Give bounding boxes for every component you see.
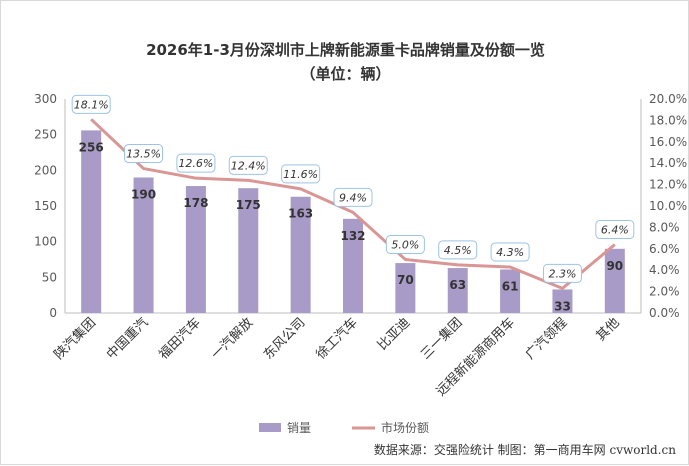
legend-bar-swatch <box>259 423 281 432</box>
chart-subtitle: （单位：辆） <box>300 65 391 83</box>
share-label: 11.6% <box>283 168 318 181</box>
left-axis-tick-label: 250 <box>34 128 57 142</box>
category-label: 福田汽车 <box>156 315 204 363</box>
bar-value-label: 256 <box>79 140 104 154</box>
category-label: 比亚迪 <box>375 315 413 353</box>
bar <box>290 196 311 313</box>
left-axis-tick-label: 100 <box>34 235 57 249</box>
left-axis-tick-label: 200 <box>34 163 57 177</box>
right-axis-tick-label: 14.0% <box>649 156 687 170</box>
share-label: 6.4% <box>601 224 629 237</box>
share-label: 2.3% <box>548 267 576 280</box>
bar-value-label: 90 <box>606 259 623 273</box>
right-axis-tick-label: 6.0% <box>649 242 680 256</box>
category-label: 东风公司 <box>261 315 308 362</box>
bar-value-label: 190 <box>131 187 156 201</box>
right-axis-tick-label: 0.0% <box>649 306 680 320</box>
share-line <box>90 118 616 290</box>
category-label: 广汽领程 <box>523 315 570 362</box>
category-label: 其他 <box>594 315 623 344</box>
legend-line-label: 市场份额 <box>381 420 429 435</box>
right-axis-tick-label: 18.0% <box>649 113 687 127</box>
share-label: 12.6% <box>178 157 213 170</box>
bar-value-label: 178 <box>183 196 208 210</box>
bar <box>238 188 259 313</box>
right-axis-tick-label: 8.0% <box>649 220 680 234</box>
share-label: 12.4% <box>231 159 266 172</box>
bar <box>552 289 573 313</box>
share-label-box <box>333 187 373 207</box>
chart-title: 2026年1-3月份深圳市上牌新能源重卡品牌销量及份额一览 <box>146 41 545 59</box>
share-label-box <box>124 144 164 164</box>
bar <box>133 177 154 313</box>
right-axis-tick-label: 12.0% <box>649 178 687 192</box>
bar-value-label: 33 <box>554 299 571 313</box>
right-axis-tick-label: 10.0% <box>649 199 687 213</box>
bar-value-label: 163 <box>288 207 313 221</box>
share-label: 4.3% <box>496 246 524 259</box>
bar-value-label: 61 <box>502 279 519 293</box>
category-label: 陕汽集团 <box>51 315 99 363</box>
right-axis-tick-label: 4.0% <box>649 263 680 277</box>
bar-value-label: 175 <box>236 198 261 212</box>
share-label-box <box>595 220 635 240</box>
share-label: 4.5% <box>444 244 472 257</box>
data-source: 数据来源：交强险统计 制图：第一商用车网 cvworld.cn <box>373 443 676 457</box>
bar-value-label: 70 <box>397 273 414 287</box>
bar <box>500 269 521 313</box>
bar <box>604 248 625 313</box>
category-label: 徐工汽车 <box>313 315 361 363</box>
share-label-box <box>385 235 425 254</box>
category-label: 中国重汽 <box>103 315 151 363</box>
right-axis-tick-label: 20.0% <box>649 92 687 106</box>
share-label-box <box>228 155 268 175</box>
bar-value-label: 63 <box>449 278 466 292</box>
share-label-box <box>438 240 478 260</box>
share-label: 5.0% <box>391 239 419 252</box>
share-label-box <box>490 242 530 262</box>
right-axis-tick-label: 16.0% <box>649 135 687 149</box>
right-axis-tick-label: 2.0% <box>649 285 680 299</box>
bar <box>343 218 363 313</box>
left-axis-tick-label: 0 <box>49 306 57 320</box>
share-label-box <box>542 263 582 283</box>
legend-bar-label: 销量 <box>287 421 311 435</box>
left-axis-tick-label: 50 <box>42 270 57 284</box>
left-axis-tick-label: 150 <box>34 199 57 213</box>
share-label-box <box>176 153 216 173</box>
bar <box>185 186 206 313</box>
bar <box>395 263 416 313</box>
share-label: 18.1% <box>74 98 109 111</box>
category-label: 三一集团 <box>417 315 465 363</box>
share-label-box <box>71 94 111 114</box>
share-label: 9.4% <box>339 191 367 204</box>
bar <box>81 130 102 313</box>
category-label: 一汽解放 <box>209 315 256 362</box>
bar-value-label: 132 <box>340 229 365 243</box>
bar <box>447 268 468 313</box>
share-label: 13.5% <box>126 148 161 161</box>
share-label-box <box>281 164 321 184</box>
left-axis-tick-label: 300 <box>34 92 57 106</box>
